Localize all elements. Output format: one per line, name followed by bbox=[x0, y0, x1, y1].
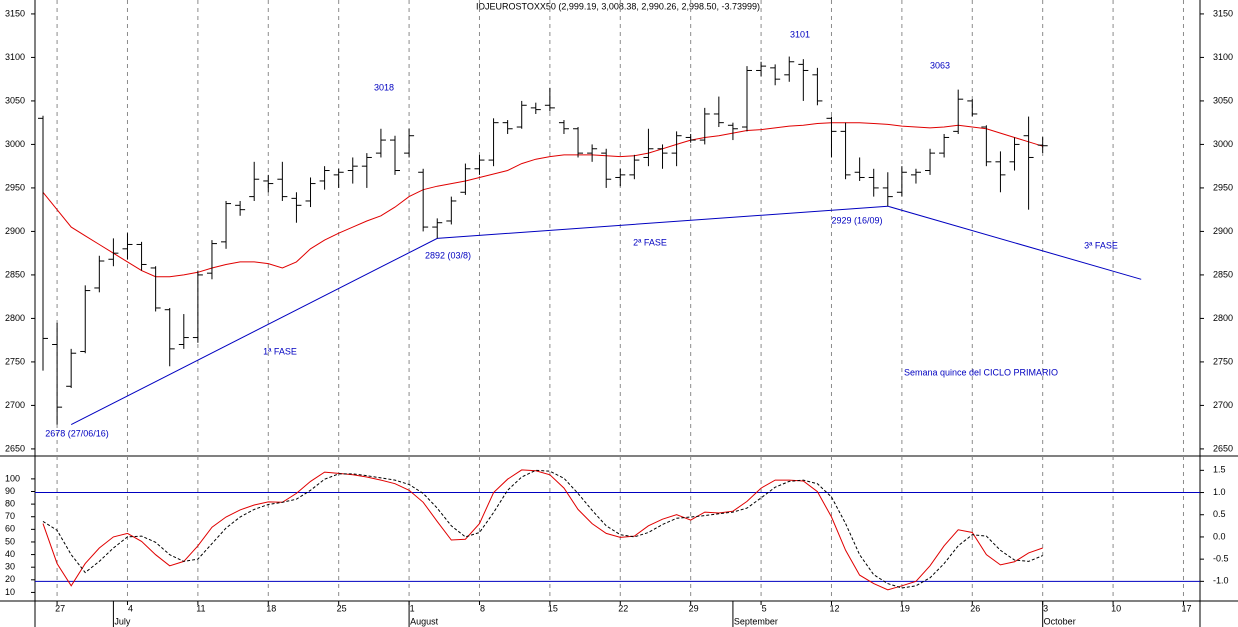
annotation: 2ª FASE bbox=[633, 237, 667, 247]
annotation: 1ª FASE bbox=[263, 346, 297, 356]
y-tick-label: 2850 bbox=[5, 269, 25, 279]
y-tick-label: 0.5 bbox=[1213, 509, 1226, 519]
annotation: 2892 (03/8) bbox=[425, 250, 471, 260]
annotation: Semana quince del CICLO PRIMARIO bbox=[904, 367, 1058, 377]
y-tick-label: 3150 bbox=[1213, 8, 1233, 18]
x-tick-label: 10 bbox=[1111, 603, 1121, 613]
x-tick-label: 17 bbox=[1181, 603, 1191, 613]
moving-average bbox=[42, 122, 1043, 278]
y-tick-label: 2900 bbox=[5, 226, 25, 236]
annotation: 2929 (16/09) bbox=[831, 215, 882, 225]
y-tick-label: 30 bbox=[5, 562, 15, 572]
y-tick-label: 2900 bbox=[1213, 226, 1233, 236]
x-tick-label: 27 bbox=[55, 603, 65, 613]
y-tick-label: 10 bbox=[5, 587, 15, 597]
x-tick-label: 22 bbox=[618, 603, 628, 613]
annotation: 2678 (27/06/16) bbox=[45, 428, 109, 438]
chart-title: IDJEUROSTOXX50 (2,999.19, 3,008.38, 2,99… bbox=[476, 1, 760, 11]
y-tick-label: 2650 bbox=[5, 443, 25, 453]
y-tick-label: 50 bbox=[5, 536, 15, 546]
month-label: July bbox=[114, 616, 131, 626]
y-tick-label: 3100 bbox=[1213, 52, 1233, 62]
y-tick-label: 2800 bbox=[5, 313, 25, 323]
oscillator-line bbox=[42, 469, 1043, 591]
y-tick-label: 3000 bbox=[5, 139, 25, 149]
x-tick-label: 8 bbox=[480, 603, 485, 613]
month-label: August bbox=[410, 616, 439, 626]
month-label: September bbox=[734, 616, 778, 626]
x-tick-label: 4 bbox=[128, 603, 133, 613]
x-tick-label: 25 bbox=[337, 603, 347, 613]
x-tick-label: 12 bbox=[829, 603, 839, 613]
month-label: October bbox=[1044, 616, 1076, 626]
y-tick-label: 3100 bbox=[5, 52, 25, 62]
x-tick-label: 11 bbox=[196, 603, 205, 613]
y-tick-label: 2650 bbox=[1213, 443, 1233, 453]
x-tick-label: 1 bbox=[410, 603, 415, 613]
y-tick-label: 0.0 bbox=[1213, 531, 1226, 541]
y-tick-label: 3000 bbox=[1213, 139, 1233, 149]
y-tick-label: 2750 bbox=[1213, 356, 1233, 366]
y-tick-label: 2800 bbox=[1213, 313, 1233, 323]
y-tick-label: 2950 bbox=[5, 182, 25, 192]
y-tick-label: 3050 bbox=[1213, 95, 1233, 105]
oscillator-line bbox=[42, 469, 1043, 589]
y-tick-label: 2950 bbox=[1213, 182, 1233, 192]
x-tick-label: 18 bbox=[266, 603, 276, 613]
y-tick-label: 2700 bbox=[1213, 400, 1233, 410]
y-tick-label: 60 bbox=[5, 524, 15, 534]
y-tick-label: 20 bbox=[5, 574, 15, 584]
y-tick-label: -0.5 bbox=[1213, 554, 1229, 564]
annotation: 3ª FASE bbox=[1084, 240, 1118, 250]
annotation: 3101 bbox=[790, 29, 810, 39]
y-tick-label: 3050 bbox=[5, 95, 25, 105]
y-tick-label: 2850 bbox=[1213, 269, 1233, 279]
y-tick-label: 80 bbox=[5, 498, 15, 508]
y-tick-label: 1.5 bbox=[1213, 465, 1226, 475]
y-tick-label: 1.0 bbox=[1213, 487, 1226, 497]
x-tick-label: 15 bbox=[548, 603, 558, 613]
x-tick-label: 3 bbox=[1043, 603, 1048, 613]
y-tick-label: 2700 bbox=[5, 400, 25, 410]
annotation: 3018 bbox=[374, 82, 394, 92]
x-tick-label: 26 bbox=[970, 603, 980, 613]
trend-line bbox=[70, 205, 1142, 426]
annotation: 3063 bbox=[930, 60, 950, 70]
x-tick-label: 19 bbox=[900, 603, 910, 613]
y-tick-label: 2750 bbox=[5, 356, 25, 366]
y-tick-label: -1.0 bbox=[1213, 576, 1229, 586]
y-tick-label: 70 bbox=[5, 511, 15, 521]
y-tick-label: 40 bbox=[5, 549, 15, 559]
x-tick-label: 29 bbox=[689, 603, 699, 613]
x-tick-label: 5 bbox=[762, 603, 767, 613]
y-tick-label: 100 bbox=[5, 473, 20, 483]
y-tick-label: 90 bbox=[5, 486, 15, 496]
y-tick-label: 3150 bbox=[5, 8, 25, 18]
